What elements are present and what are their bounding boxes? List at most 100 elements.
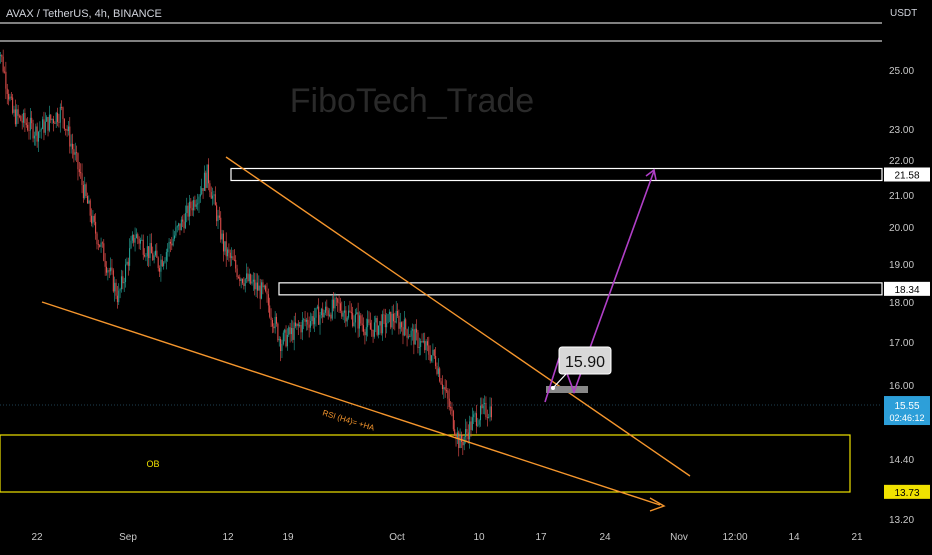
y-tick-label: 16.00 xyxy=(889,381,914,392)
candle-body xyxy=(167,248,169,253)
candle-body xyxy=(392,313,394,322)
candle-body xyxy=(120,276,122,290)
candle-body xyxy=(273,326,275,329)
candle-body xyxy=(307,319,309,325)
candle-body xyxy=(407,336,409,338)
candle-body xyxy=(51,119,53,121)
candle-body xyxy=(367,319,369,328)
candle-body xyxy=(1,55,3,57)
candle-body xyxy=(488,417,490,418)
candle-body xyxy=(243,283,245,287)
candle-body xyxy=(91,215,93,224)
candle-body xyxy=(344,310,346,313)
candle-body xyxy=(267,294,269,306)
candle-body xyxy=(460,435,462,442)
candle-body xyxy=(127,261,129,266)
candle-body xyxy=(450,407,452,408)
candle-body xyxy=(168,241,170,249)
candle-body xyxy=(236,268,238,278)
candle-body xyxy=(348,310,350,318)
candle-body xyxy=(107,270,109,273)
candle-body xyxy=(210,192,212,199)
candle-body xyxy=(154,250,156,256)
candle-body xyxy=(320,308,322,316)
candle-body xyxy=(266,291,268,295)
candle-body xyxy=(180,219,182,231)
candle-body xyxy=(201,188,203,195)
level-price-label: 13.73 xyxy=(894,488,919,499)
candle-body xyxy=(394,321,396,323)
candle-body xyxy=(331,299,333,319)
candle-body xyxy=(410,330,412,337)
ob-zone xyxy=(0,434,851,493)
candle-body xyxy=(209,183,211,193)
candle-body xyxy=(106,266,108,273)
candle-body xyxy=(78,169,80,173)
candle-body xyxy=(229,252,231,258)
candle-body xyxy=(278,338,280,341)
candle-body xyxy=(471,417,473,430)
candle-body xyxy=(329,314,331,316)
candle-body xyxy=(360,315,362,324)
candle-body xyxy=(122,276,124,284)
candle-body xyxy=(62,107,64,119)
x-tick-label: Oct xyxy=(389,532,405,543)
candle-body xyxy=(118,290,120,303)
candle-body xyxy=(300,325,302,333)
candle-body xyxy=(31,117,33,124)
candle-body xyxy=(315,308,317,318)
candle-body xyxy=(357,312,359,329)
y-tick-label: 23.00 xyxy=(889,125,914,136)
candle-body xyxy=(82,184,84,199)
candle-body xyxy=(43,119,45,133)
candle-body xyxy=(327,310,329,316)
candle-body xyxy=(59,107,61,123)
candle-body xyxy=(108,270,110,272)
candle-body xyxy=(13,109,15,113)
candle-body xyxy=(346,317,348,322)
candle-body xyxy=(216,205,218,222)
candle-body xyxy=(481,404,483,409)
candle-body xyxy=(190,201,192,209)
candle-body xyxy=(246,273,248,279)
x-tick-label: 12 xyxy=(222,532,234,543)
candle-body xyxy=(76,152,78,154)
currency-label: USDT xyxy=(890,8,918,19)
candle-body xyxy=(262,282,264,288)
candle-body xyxy=(435,355,437,367)
candle-body xyxy=(9,96,11,100)
y-tick-label: 13.20 xyxy=(889,515,914,526)
candle-body xyxy=(299,325,301,326)
candle-body xyxy=(452,410,454,430)
candle-body xyxy=(242,279,244,284)
candle-body xyxy=(431,355,433,361)
candle-body xyxy=(352,313,354,327)
candle-body xyxy=(324,306,326,313)
candle-body xyxy=(418,346,420,348)
x-tick-label: Nov xyxy=(670,532,688,543)
candle-body xyxy=(285,329,287,347)
candle-body xyxy=(218,215,220,218)
candle-body xyxy=(111,267,113,271)
candle-body xyxy=(146,246,148,257)
candle-body xyxy=(297,323,299,326)
candle-body xyxy=(446,390,448,392)
candle-body xyxy=(282,332,284,344)
candle-body xyxy=(345,310,347,322)
candle-body xyxy=(131,234,133,241)
candle-body xyxy=(444,387,446,391)
candle-body xyxy=(480,404,482,421)
candle-body xyxy=(485,403,487,417)
candle-body xyxy=(23,112,25,123)
candle-body xyxy=(222,233,224,252)
candle-body xyxy=(422,341,424,342)
candles-group xyxy=(0,49,492,457)
candle-body xyxy=(270,316,272,320)
candle-body xyxy=(455,434,457,439)
candle-body xyxy=(290,327,292,335)
candle-body xyxy=(386,323,388,328)
entry-marker xyxy=(546,386,588,393)
candle-body xyxy=(489,406,491,418)
